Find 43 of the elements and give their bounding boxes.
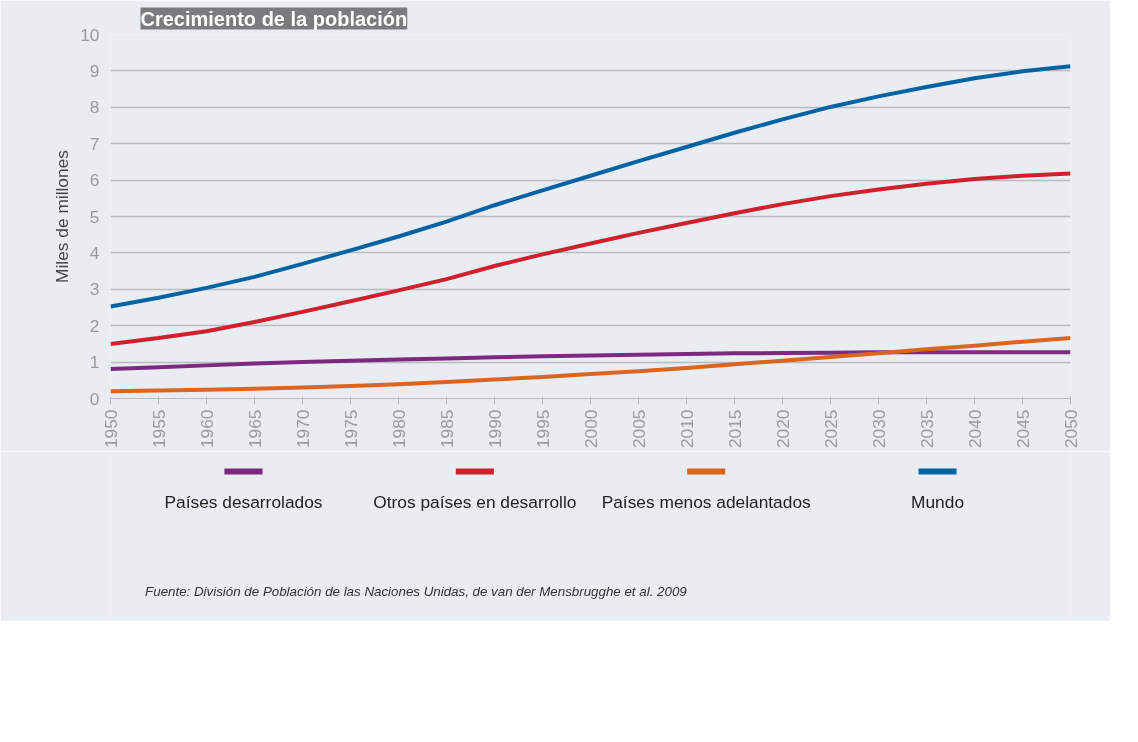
y-tick-label: 8 bbox=[89, 97, 100, 118]
x-tick-label: 2045 bbox=[1012, 409, 1033, 449]
x-tick-label: 1950 bbox=[100, 409, 121, 449]
legend-label: Otros países en desarrollo bbox=[373, 491, 577, 512]
source-note: Fuente: División de Población de las Naciones Unidas, de van der Mensbrugghe et al. 2009 bbox=[145, 584, 688, 599]
x-tick-label: 2010 bbox=[676, 409, 697, 449]
line-series bbox=[110, 350, 1071, 372]
y-tick-label: 3 bbox=[89, 279, 100, 300]
chart-title: Crecimiento de la población bbox=[140, 7, 408, 30]
x-tick-label: 2005 bbox=[628, 409, 649, 449]
x-tick-label: 2015 bbox=[724, 409, 745, 449]
x-tick-label: 2025 bbox=[820, 409, 841, 449]
x-tick-label: 1960 bbox=[196, 409, 217, 449]
x-tick-label: 1955 bbox=[148, 409, 169, 449]
y-tick-label: 2 bbox=[89, 315, 100, 336]
x-tick-label: 1980 bbox=[388, 409, 409, 449]
x-tick-label: 2050 bbox=[1060, 409, 1081, 449]
x-tick-label: 2030 bbox=[868, 409, 889, 449]
x-tick-label: 1990 bbox=[484, 409, 505, 449]
y-tick-label: 6 bbox=[89, 170, 100, 191]
x-tick-label: 2040 bbox=[964, 409, 985, 449]
x-tick-label: 1995 bbox=[532, 409, 553, 449]
x-tick-label: 1975 bbox=[340, 409, 361, 449]
y-tick-label: 4 bbox=[89, 242, 100, 263]
x-tick-label: 1965 bbox=[244, 409, 265, 449]
x-tick-label: 2020 bbox=[772, 409, 793, 449]
legend-label: Países desarrolados bbox=[164, 491, 323, 512]
y-tick-label: 5 bbox=[89, 206, 100, 227]
x-tick-label: 2035 bbox=[916, 409, 937, 449]
legend-label: Países menos adelantados bbox=[601, 491, 812, 512]
line-series bbox=[110, 336, 1071, 394]
y-tick-label: 9 bbox=[89, 60, 100, 81]
y-tick-label: 7 bbox=[89, 133, 100, 154]
x-tick-label: 1985 bbox=[436, 409, 457, 449]
line-series bbox=[110, 171, 1071, 346]
y-axis-title: Miles de millones bbox=[52, 149, 73, 283]
x-tick-label: 1970 bbox=[292, 409, 313, 449]
line-series bbox=[110, 64, 1071, 309]
x-tick-label: 2000 bbox=[580, 409, 601, 449]
y-tick-label: 10 bbox=[80, 24, 100, 45]
y-tick-label: 0 bbox=[89, 388, 100, 409]
y-tick-label: 1 bbox=[89, 352, 100, 373]
legend-label: Mundo bbox=[911, 491, 965, 512]
